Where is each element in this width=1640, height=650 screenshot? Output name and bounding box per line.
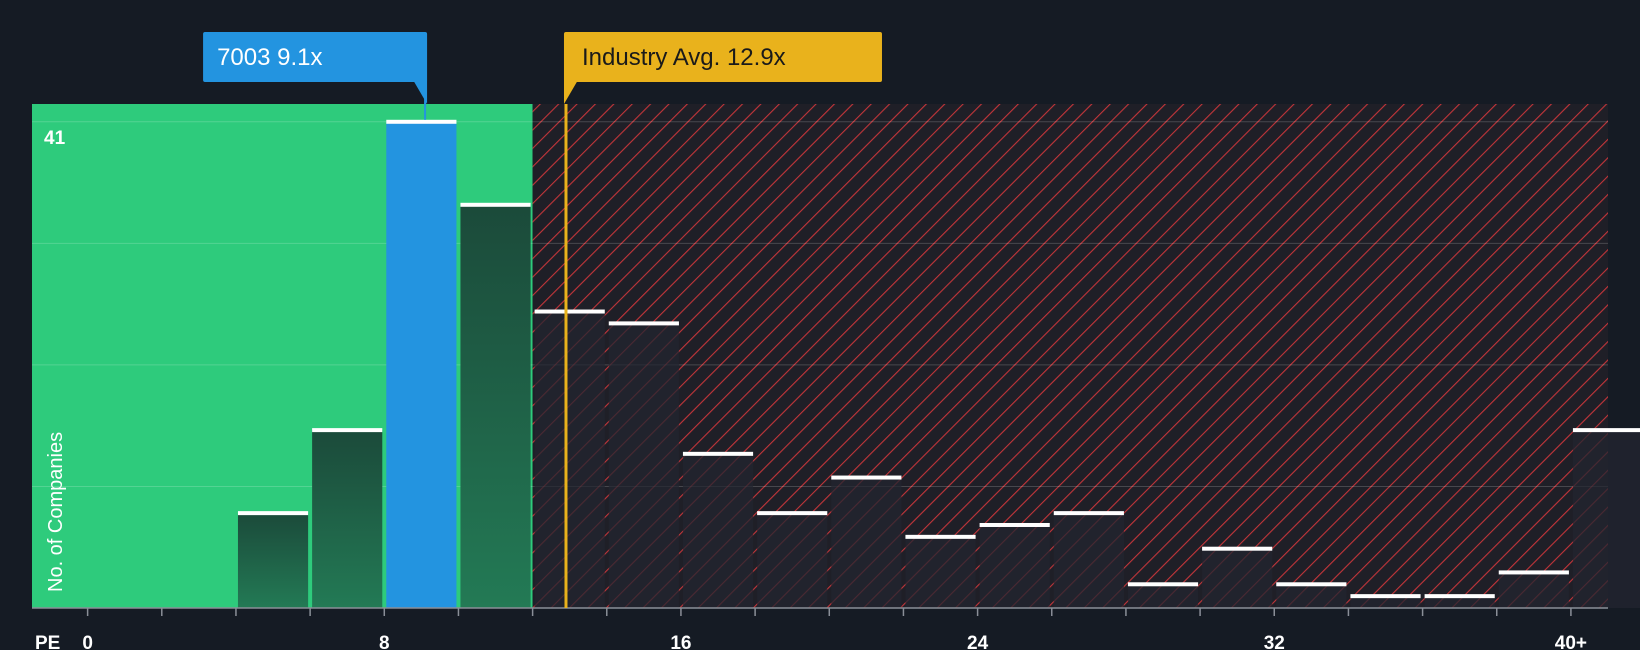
histogram-bar-cap	[1498, 570, 1569, 575]
histogram-bar	[1350, 596, 1421, 608]
histogram-bar	[1053, 513, 1124, 608]
histogram-bar	[534, 311, 605, 608]
histogram-bar	[757, 513, 828, 608]
y-axis-title: No. of Companies	[45, 432, 67, 592]
histogram-bar-cap	[608, 321, 679, 326]
histogram-bar-cap	[1202, 546, 1273, 551]
histogram-bar-cap	[1350, 594, 1421, 599]
histogram-bar	[1498, 572, 1569, 608]
histogram-bar-cap	[312, 428, 383, 433]
x-tick-label: 40+	[1555, 633, 1587, 650]
histogram-bar-cap	[831, 475, 902, 480]
histogram-bar-cap	[460, 202, 531, 207]
histogram-bar	[831, 477, 902, 608]
industry-avg-label: Industry Avg. 12.9x	[582, 44, 786, 71]
histogram-bar-cap	[1424, 594, 1495, 599]
histogram-bar	[312, 430, 383, 608]
histogram-bar	[1202, 548, 1273, 608]
histogram-bar-cap	[1053, 511, 1124, 516]
histogram-bar-cap	[1127, 582, 1199, 587]
histogram-bar	[237, 513, 309, 608]
histogram-bar-cap	[386, 119, 457, 124]
company-callout	[203, 32, 428, 82]
histogram-bar	[1127, 584, 1199, 608]
histogram-bar-cap	[979, 522, 1050, 527]
histogram-bar	[608, 323, 679, 608]
y-max-label: 41	[44, 128, 66, 149]
histogram-bar	[1572, 430, 1640, 608]
histogram-bar	[386, 121, 457, 608]
histogram-bar	[979, 524, 1050, 608]
histogram-bar	[682, 453, 754, 608]
histogram-bar-cap	[757, 511, 828, 516]
histogram-bar-cap	[1572, 428, 1640, 433]
histogram-bar-cap	[905, 534, 976, 539]
histogram-bar-cap	[534, 309, 605, 314]
histogram-bar	[1276, 584, 1347, 608]
company-pe-label: 7003 9.1x	[217, 44, 322, 71]
company-callout-pointer	[413, 80, 428, 104]
x-tick-label: 32	[1264, 633, 1285, 650]
x-tick-label: 16	[670, 633, 691, 650]
histogram-bar	[905, 536, 976, 608]
histogram-bar-cap	[237, 511, 309, 516]
histogram-bar	[460, 204, 531, 609]
x-tick-label: 8	[379, 633, 390, 650]
histogram-bar-cap	[1276, 582, 1347, 587]
x-axis-title: PE	[35, 633, 60, 650]
histogram-bar	[1424, 596, 1495, 608]
industry-avg-callout-pointer	[563, 80, 578, 104]
histogram-bar-cap	[682, 451, 754, 456]
industry-avg-callout	[563, 32, 882, 82]
x-tick-label: 0	[82, 633, 93, 650]
x-tick-label: 24	[967, 633, 989, 650]
